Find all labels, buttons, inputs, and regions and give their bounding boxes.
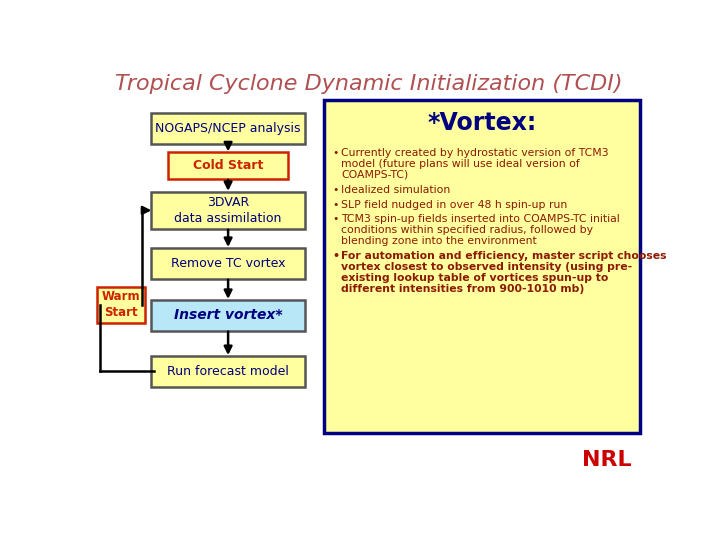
Text: conditions within specified radius, followed by: conditions within specified radius, foll… [341, 225, 593, 235]
FancyBboxPatch shape [151, 300, 305, 331]
Text: SLP field nudged in over 48 h spin-up run: SLP field nudged in over 48 h spin-up ru… [341, 199, 567, 210]
FancyBboxPatch shape [97, 287, 145, 322]
Text: •: • [333, 251, 340, 261]
Text: Cold Start: Cold Start [193, 159, 264, 172]
FancyBboxPatch shape [151, 192, 305, 229]
Text: vortex closest to observed intensity (using pre-: vortex closest to observed intensity (us… [341, 262, 632, 272]
Text: Remove TC vortex: Remove TC vortex [171, 257, 285, 270]
Text: Idealized simulation: Idealized simulation [341, 185, 450, 194]
Text: COAMPS-TC): COAMPS-TC) [341, 170, 408, 180]
FancyBboxPatch shape [151, 356, 305, 387]
Text: different intensities from 900-1010 mb): different intensities from 900-1010 mb) [341, 284, 585, 294]
Text: TCM3 spin-up fields inserted into COAMPS-TC initial: TCM3 spin-up fields inserted into COAMPS… [341, 214, 620, 225]
Text: For automation and efficiency, master script chooses: For automation and efficiency, master sc… [341, 251, 667, 261]
FancyBboxPatch shape [324, 100, 639, 433]
Text: •: • [333, 214, 339, 225]
Text: •: • [333, 199, 339, 210]
Text: model (future plans will use ideal version of: model (future plans will use ideal versi… [341, 159, 580, 169]
FancyBboxPatch shape [151, 248, 305, 279]
Text: Warm
Start: Warm Start [102, 291, 140, 320]
Text: NRL: NRL [582, 450, 631, 470]
Text: •: • [333, 148, 339, 158]
Text: *Vortex:: *Vortex: [428, 111, 536, 135]
FancyBboxPatch shape [168, 152, 288, 179]
Text: Tropical Cyclone Dynamic Initialization (TCDI): Tropical Cyclone Dynamic Initialization … [115, 73, 623, 93]
Text: Currently created by hydrostatic version of TCM3: Currently created by hydrostatic version… [341, 148, 608, 158]
Text: 3DVAR
data assimilation: 3DVAR data assimilation [174, 196, 282, 225]
Text: existing lookup table of vortices spun-up to: existing lookup table of vortices spun-u… [341, 273, 608, 283]
Text: Run forecast model: Run forecast model [167, 365, 289, 378]
FancyBboxPatch shape [151, 113, 305, 144]
Text: Insert vortex*: Insert vortex* [174, 308, 282, 322]
Text: •: • [333, 185, 339, 194]
Text: NOGAPS/NCEP analysis: NOGAPS/NCEP analysis [156, 122, 301, 134]
Text: blending zone into the environment: blending zone into the environment [341, 236, 537, 246]
